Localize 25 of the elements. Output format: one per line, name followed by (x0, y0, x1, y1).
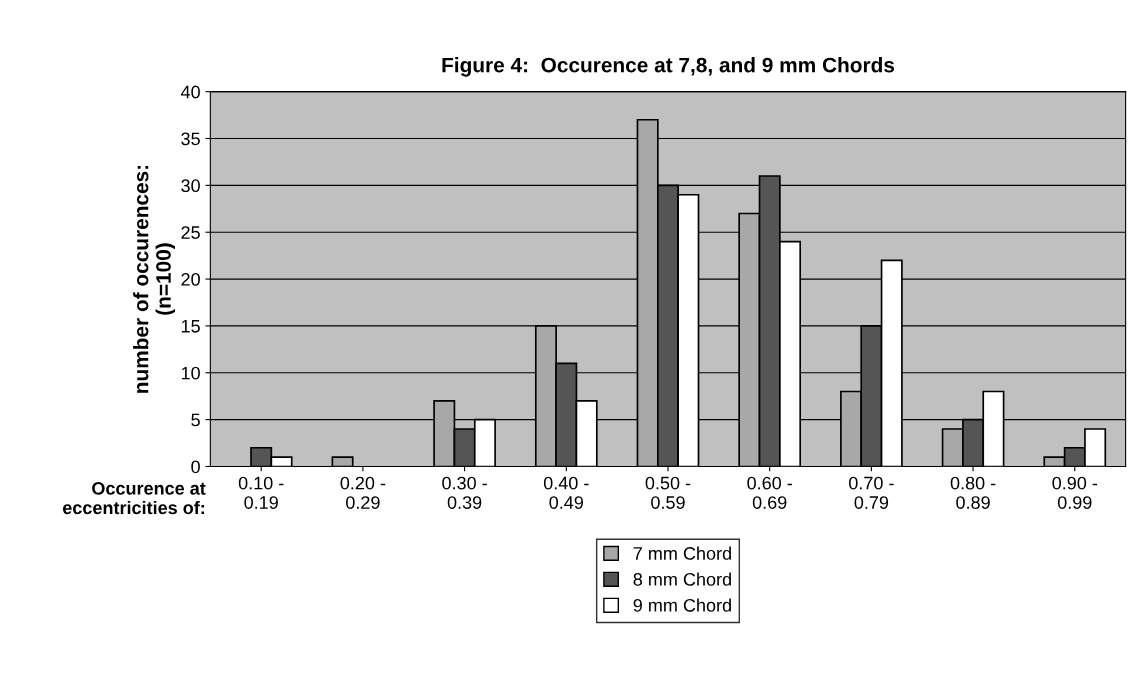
x-tick-label: 0.80 - 0.89 (950, 476, 996, 509)
legend-label: 8 mm Chord (633, 572, 731, 586)
y-tick-label: 30 (181, 179, 200, 193)
y-tick-label: 35 (181, 132, 200, 146)
y-tick-label: 0 (191, 460, 200, 474)
x-tick-label: 0.60 - 0.69 (747, 476, 792, 509)
legend-label: 9 mm Chord (633, 598, 731, 612)
x-tick-label: 0.40 - 0.49 (543, 476, 589, 509)
x-axis-title: Occurence at eccentricities of: (62, 481, 206, 515)
y-tick-label: 15 (181, 320, 200, 333)
y-tick-label: 20 (181, 273, 200, 286)
x-tick-label: 0.30 - 0.39 (442, 476, 487, 509)
y-tick-label: 40 (180, 85, 200, 99)
x-tick-label: 0.90 - 0.99 (1052, 476, 1098, 509)
x-tick-label: 0.50 - 0.59 (645, 476, 691, 509)
bar (331, 456, 354, 467)
x-tick-label: 0.10 - 0.19 (238, 476, 284, 509)
y-tick-label: 25 (181, 226, 200, 239)
y-tick-label: 10 (181, 366, 200, 380)
legend-label: 7 mm Chord (633, 546, 731, 560)
chart-title: Figure 4: Occurence at 7,8, and 9 mm Chords (442, 57, 895, 77)
y-tick-label: 5 (191, 413, 200, 427)
x-tick-label: 0.20 - 0.29 (340, 476, 386, 509)
x-tick-label: 0.70 - 0.79 (849, 476, 894, 509)
y-axis-title: number of occurences: (n=100) (133, 165, 175, 393)
